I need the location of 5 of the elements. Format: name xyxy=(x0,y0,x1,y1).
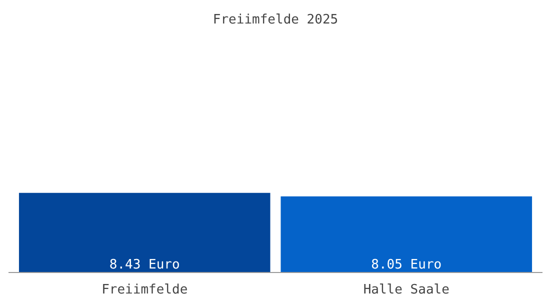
x-tick-label: Freiimfelde xyxy=(102,282,188,298)
data-label: 8.43 Euro xyxy=(109,258,180,272)
chart-title: Freiimfelde 2025 xyxy=(212,12,338,28)
data-label: 8.05 Euro xyxy=(371,258,442,272)
x-tick-label: Halle Saale xyxy=(363,282,450,298)
